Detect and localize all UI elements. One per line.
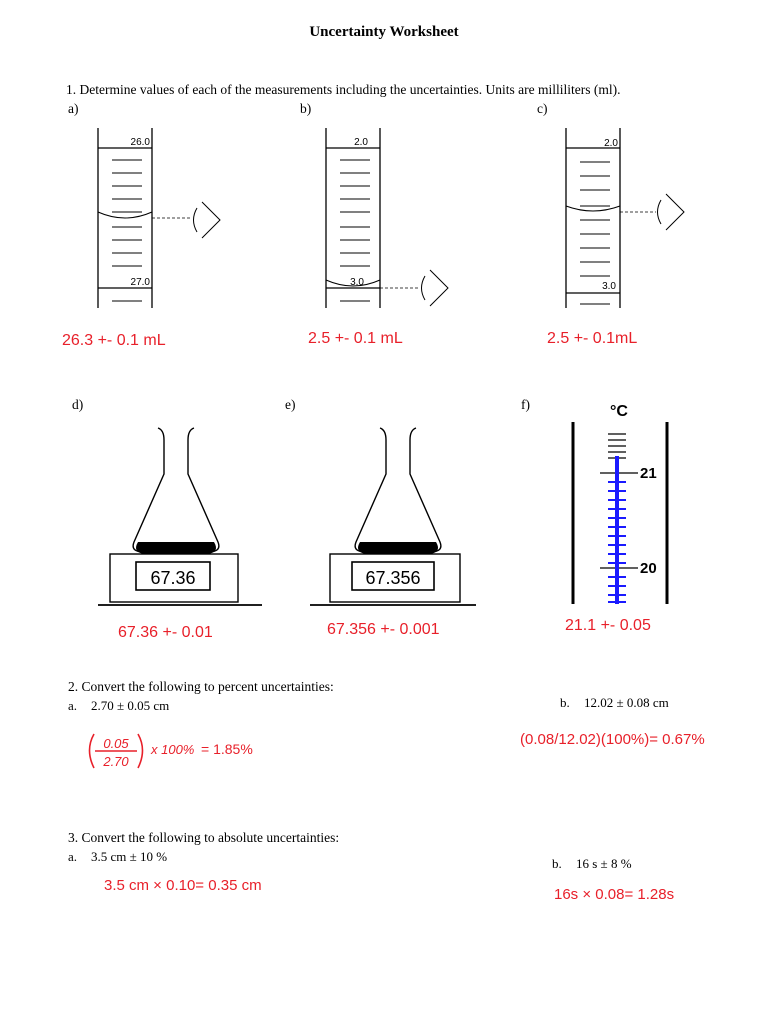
- graduated-cylinder-b: 2.0 3.0: [325, 128, 449, 308]
- question-2b-label: b.: [560, 695, 570, 710]
- thermometer-f: °C 21 20: [571, 403, 669, 604]
- question-2a-label: a.: [68, 698, 78, 713]
- question-3-prompt: 3. Convert the following to absolute unc…: [68, 830, 340, 845]
- answer-e: 67.356 +- 0.001: [327, 621, 440, 638]
- answer-3b: 16s × 0.08= 1.28s: [554, 886, 675, 903]
- question-3a-text: 3.5 cm ± 10 %: [91, 849, 168, 864]
- question-2b-text: 12.02 ± 0.08 cm: [584, 695, 669, 710]
- answer-f: 21.1 +- 0.05: [565, 617, 651, 634]
- label-a: a): [68, 101, 79, 116]
- flask-on-balance-e: 67.356: [310, 427, 476, 606]
- graduated-cylinder-c: 2.0 3.0: [565, 128, 685, 308]
- graduated-cylinder-a: 26.0 27.0: [97, 128, 221, 308]
- fraction-numerator: 0.05: [103, 736, 129, 751]
- label-b: b): [300, 101, 312, 116]
- balance-e-display: 67.356: [365, 568, 420, 588]
- question-3b-text: 16 s ± 8 %: [576, 856, 632, 871]
- flask-on-balance-d: 67.36: [98, 427, 262, 606]
- fraction-denominator: 2.70: [102, 754, 129, 769]
- page-title: Uncertainty Worksheet: [309, 24, 459, 40]
- balance-d-display: 67.36: [150, 568, 195, 588]
- cylinder-c-bottom-label: 3.0: [602, 281, 616, 292]
- question-3b-label: b.: [552, 856, 562, 871]
- cylinder-c-top-label: 2.0: [604, 138, 618, 149]
- answer-c: 2.5 +- 0.1mL: [547, 330, 638, 347]
- label-e: e): [285, 397, 296, 412]
- thermometer-label-lower: 20: [640, 560, 657, 577]
- cylinder-a-bottom-label: 27.0: [131, 277, 151, 288]
- question-2-prompt: 2. Convert the following to percent unce…: [68, 679, 334, 694]
- label-d: d): [72, 397, 84, 412]
- times-hundred: x 100%: [150, 742, 194, 757]
- question-1-prompt: 1. Determine values of each of the measu…: [66, 82, 621, 97]
- question-3a-label: a.: [68, 849, 78, 864]
- cylinder-b-bottom-label: 3.0: [350, 277, 364, 288]
- thermometer-unit: °C: [610, 403, 628, 420]
- label-f: f): [521, 397, 530, 412]
- answer-a: 26.3 +- 0.1 mL: [62, 332, 166, 349]
- answer-3a: 3.5 cm × 0.10= 0.35 cm: [104, 877, 262, 894]
- cylinder-b-top-label: 2.0: [354, 137, 368, 148]
- thermometer-label-upper: 21: [640, 465, 657, 482]
- cylinder-a-top-label: 26.0: [131, 137, 151, 148]
- answer-d: 67.36 +- 0.01: [118, 624, 213, 641]
- answer-2b: (0.08/12.02)(100%)= 0.67%: [520, 731, 705, 748]
- question-2a-text: 2.70 ± 0.05 cm: [91, 698, 170, 713]
- answer-2a-handwritten: 0.05 2.70 x 100% = 1.85%: [88, 733, 253, 769]
- answer-2a-result: = 1.85%: [201, 741, 253, 757]
- label-c: c): [537, 101, 548, 116]
- answer-b: 2.5 +- 0.1 mL: [308, 330, 403, 347]
